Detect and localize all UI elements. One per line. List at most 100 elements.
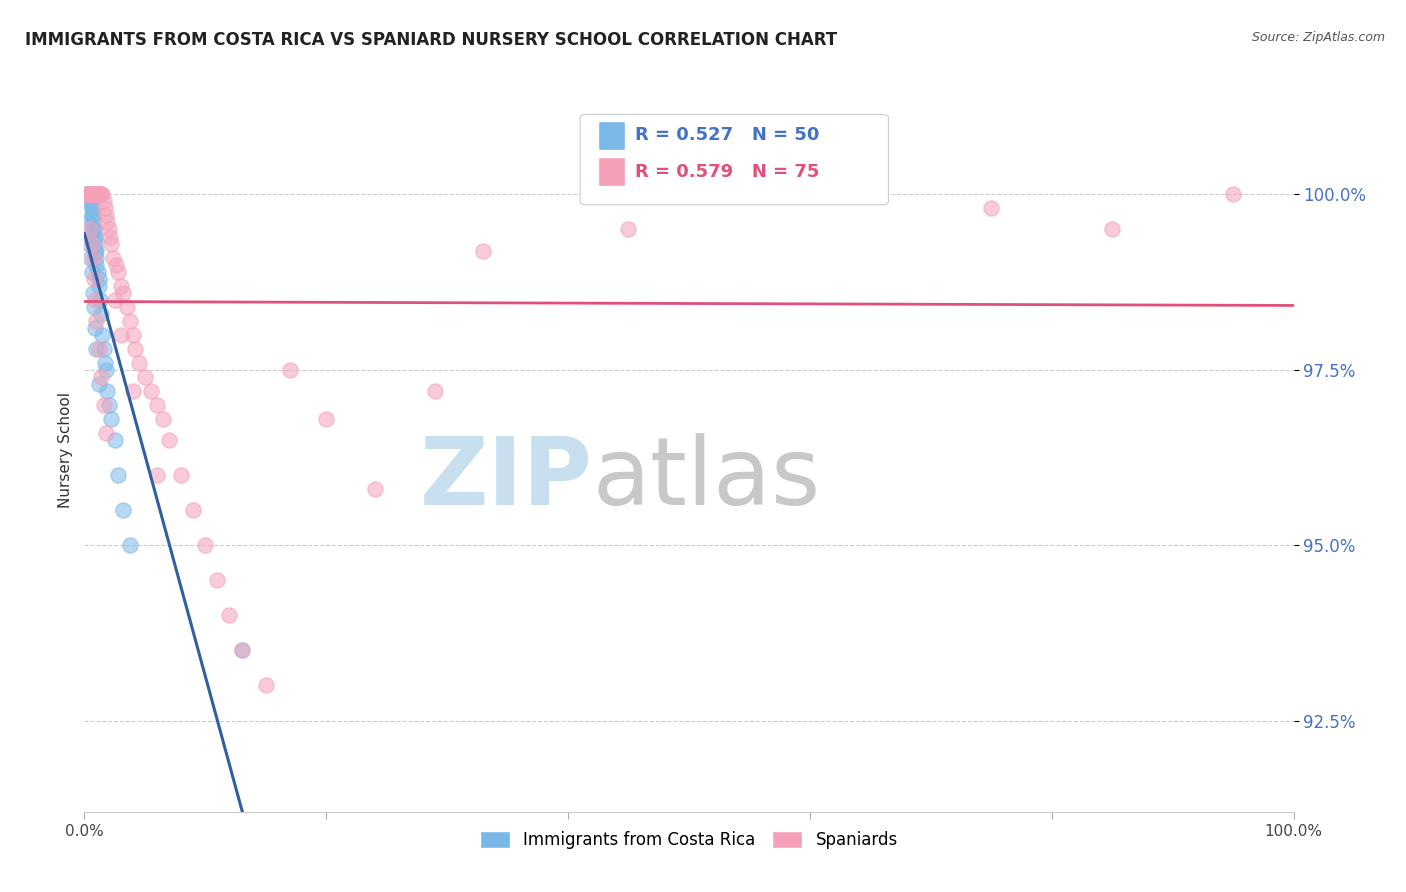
Point xyxy=(79,194,101,209)
Point xyxy=(100,412,122,426)
Point xyxy=(77,187,100,202)
Point xyxy=(157,433,180,447)
Point xyxy=(79,222,101,236)
Point xyxy=(231,643,253,657)
Point xyxy=(93,194,115,209)
Point xyxy=(79,251,101,265)
Point xyxy=(90,307,112,321)
Point xyxy=(181,503,204,517)
Point xyxy=(86,187,108,202)
Y-axis label: Nursery School: Nursery School xyxy=(58,392,73,508)
Point xyxy=(134,369,156,384)
Point xyxy=(83,222,105,236)
Point xyxy=(128,356,150,370)
Point xyxy=(82,222,104,236)
Point xyxy=(107,264,129,278)
Point xyxy=(84,236,107,251)
Point xyxy=(194,538,217,552)
Point xyxy=(82,187,104,202)
Point xyxy=(86,264,108,278)
Point xyxy=(89,187,111,202)
Point xyxy=(79,187,101,202)
Point xyxy=(94,202,117,216)
Point xyxy=(146,468,169,483)
Text: R = 0.527   N = 50: R = 0.527 N = 50 xyxy=(634,127,818,145)
Point xyxy=(79,187,101,202)
Point xyxy=(80,187,103,202)
Point xyxy=(82,187,104,202)
Point xyxy=(80,202,103,216)
Point xyxy=(77,187,100,202)
Point xyxy=(80,194,103,209)
Point xyxy=(823,187,845,202)
Point xyxy=(83,271,105,285)
Point xyxy=(84,229,107,244)
Point xyxy=(120,314,142,328)
Point xyxy=(79,187,101,202)
Point xyxy=(94,425,117,440)
Point xyxy=(84,187,107,202)
Point xyxy=(86,258,108,272)
Point xyxy=(170,468,193,483)
Point xyxy=(82,215,104,229)
Point xyxy=(76,187,98,202)
Point xyxy=(115,300,138,314)
Point xyxy=(94,356,117,370)
Point xyxy=(96,384,118,398)
Point xyxy=(77,215,100,229)
Point xyxy=(121,384,143,398)
Point xyxy=(980,202,1002,216)
Point xyxy=(315,412,337,426)
Point xyxy=(77,187,100,202)
FancyBboxPatch shape xyxy=(599,120,624,150)
FancyBboxPatch shape xyxy=(581,114,889,205)
Point xyxy=(93,398,115,412)
Point xyxy=(77,187,100,202)
Point xyxy=(121,327,143,342)
Point xyxy=(79,187,101,202)
Point xyxy=(84,320,107,334)
Point xyxy=(254,678,277,692)
Point xyxy=(90,187,112,202)
Point xyxy=(107,468,129,483)
Point xyxy=(139,384,162,398)
Point xyxy=(86,251,108,265)
Point xyxy=(94,363,117,377)
Point xyxy=(83,229,105,244)
Point xyxy=(86,342,108,356)
Point xyxy=(80,236,103,251)
Point xyxy=(86,314,108,328)
Point xyxy=(82,251,104,265)
Point xyxy=(90,369,112,384)
Point xyxy=(91,327,114,342)
Point xyxy=(82,285,104,300)
FancyBboxPatch shape xyxy=(599,157,624,186)
Text: ZIP: ZIP xyxy=(419,434,592,525)
Point xyxy=(77,187,100,202)
Point xyxy=(77,187,100,202)
Point xyxy=(84,293,107,307)
Point xyxy=(1222,187,1244,202)
Point xyxy=(83,300,105,314)
Point xyxy=(83,187,105,202)
Point xyxy=(80,209,103,223)
Point xyxy=(231,643,253,657)
Point xyxy=(112,503,135,517)
Point xyxy=(80,264,103,278)
Point xyxy=(84,244,107,258)
Point xyxy=(112,285,135,300)
Point xyxy=(103,251,125,265)
Text: R = 0.579   N = 75: R = 0.579 N = 75 xyxy=(634,162,818,181)
Point xyxy=(218,608,240,623)
Point xyxy=(104,293,127,307)
Point xyxy=(91,187,114,202)
Point xyxy=(100,236,122,251)
Point xyxy=(1101,222,1123,236)
Point xyxy=(363,482,385,496)
Point xyxy=(87,342,110,356)
Point xyxy=(104,433,127,447)
Point xyxy=(104,258,127,272)
Point xyxy=(80,187,103,202)
Point xyxy=(93,342,115,356)
Point xyxy=(77,236,100,251)
